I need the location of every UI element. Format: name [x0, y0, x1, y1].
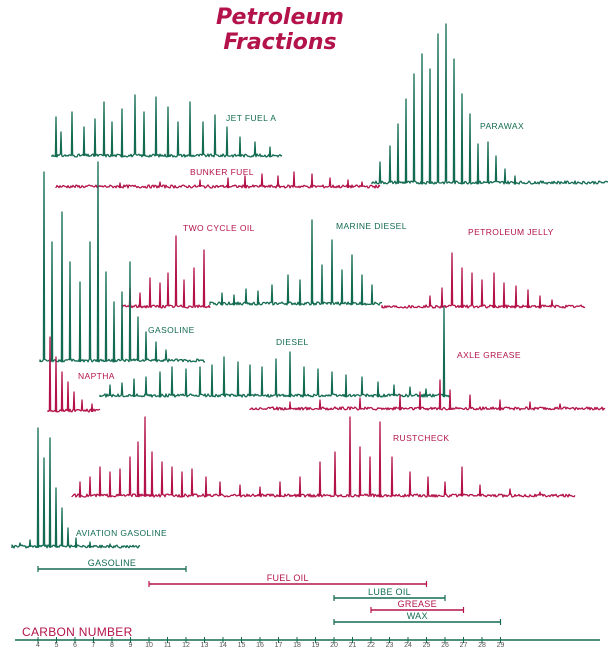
trace-labels: JET FUEL A PARAWAX BUNKER FUEL TWO CYCLE OI… [76, 113, 554, 538]
x-tick-label: 11 [164, 642, 171, 647]
trace-label: AXLE GREASE [457, 350, 521, 360]
range-label: GASOLINE [88, 558, 136, 568]
trace-aviation-gasoline [11, 427, 141, 549]
range-label: FUEL OIL [267, 573, 309, 583]
carbon-number-axis: CARBON NUMBER 4 5 6 7 8 9 10 11 12 13 14 15 16 17 18 19… [15, 625, 600, 647]
trace-label: BUNKER FUEL [190, 167, 254, 177]
trace-label: PARAWAX [480, 121, 524, 131]
chart-title: Petroleum Fractions [216, 5, 344, 55]
x-tick-label: 9 [129, 642, 133, 647]
trace-two-cycle-oil [121, 235, 211, 309]
trace-label: RUSTCHECK [393, 433, 450, 443]
trace-label: GASOLINE [148, 325, 195, 335]
trace-rustcheck [71, 416, 576, 498]
x-tick-label: 15 [238, 642, 246, 647]
x-tick-label: 20 [330, 642, 338, 647]
x-tick-label: 7 [92, 642, 96, 647]
x-tick-label: 19 [312, 642, 320, 647]
trace-label: DIESEL [276, 337, 309, 347]
x-tick-label: 16 [256, 642, 264, 647]
x-tick-label: 5 [55, 642, 59, 647]
x-tick-label: 21 [349, 642, 357, 647]
x-tick-label: 24 [404, 642, 412, 647]
trace-gasoline [39, 161, 206, 363]
x-axis-label: CARBON NUMBER [22, 625, 133, 639]
x-tick-label: 10 [145, 642, 153, 647]
range-label: WAX [407, 611, 428, 621]
x-tick-label: 29 [497, 642, 505, 647]
x-tick-label: 26 [441, 642, 449, 647]
range-label: LUBE OIL [368, 587, 411, 597]
range-label: GREASE [398, 599, 437, 609]
trace-naptha [47, 336, 101, 413]
trace-jet-fuel-a [51, 94, 283, 158]
x-tick-label: 12 [182, 642, 190, 647]
title-line-2: Fractions [223, 30, 336, 55]
trace-petroleum-jelly [381, 252, 586, 309]
trace-diesel [99, 306, 451, 398]
x-tick-label: 4 [36, 642, 40, 647]
x-tick-label: 28 [478, 642, 486, 647]
trace-label: JET FUEL A [226, 113, 276, 123]
trace-label: NAPTHA [78, 371, 115, 381]
x-tick-label: 22 [367, 642, 375, 647]
x-tick-label: 25 [423, 642, 431, 647]
trace-marine-diesel [209, 219, 383, 306]
trace-bunker-fuel [55, 171, 381, 189]
x-tick-label: 14 [219, 642, 227, 647]
chromatogram-traces [11, 23, 608, 549]
x-tick-label: 6 [73, 642, 77, 647]
x-tick-label: 23 [386, 642, 394, 647]
trace-label: MARINE DIESEL [336, 221, 407, 231]
x-tick-label: 18 [293, 642, 301, 647]
trace-label: TWO CYCLE OIL [183, 223, 255, 233]
fraction-ranges: GASOLINE FUEL OIL LUBE OIL GREASE WAX [37, 558, 502, 625]
trace-parawax [371, 23, 608, 185]
trace-label: AVIATION GASOLINE [76, 528, 167, 538]
title-line-1: Petroleum [216, 5, 344, 30]
trace-label: PETROLEUM JELLY [468, 227, 554, 237]
trace-axle-grease [249, 379, 606, 411]
x-tick-label: 27 [460, 642, 468, 647]
x-tick-label: 8 [110, 642, 114, 647]
x-tick-label: 13 [201, 642, 209, 647]
x-tick-label: 17 [275, 642, 283, 647]
